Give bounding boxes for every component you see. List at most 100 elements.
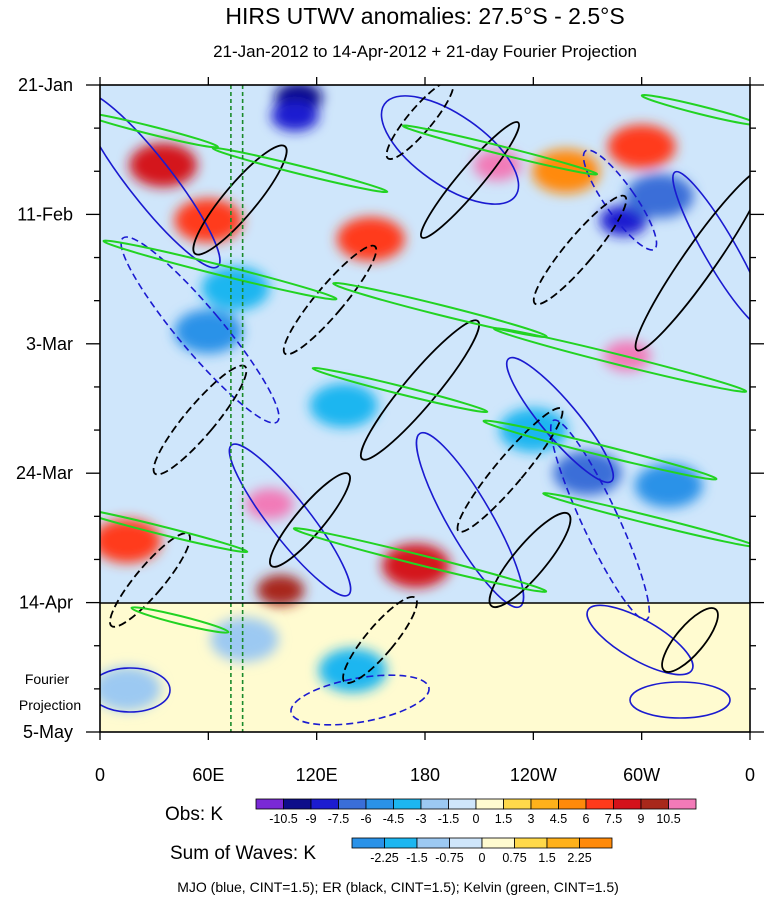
x-tick-label: 60E bbox=[192, 765, 224, 785]
y-tick-label: 5-May bbox=[23, 722, 73, 742]
anomaly-patch bbox=[174, 309, 243, 354]
y-tick-label: 11-Feb bbox=[17, 204, 73, 224]
kelvin-contour bbox=[100, 111, 219, 149]
reference-lines bbox=[230, 85, 244, 732]
colorbar-level-label: 0 bbox=[473, 812, 480, 826]
er-contour bbox=[420, 121, 520, 239]
mjo-contour bbox=[415, 431, 525, 609]
x-tick-label: 60W bbox=[623, 765, 660, 785]
er-contour bbox=[488, 512, 572, 608]
contour-legend: MJO (blue, CINT=1.5); ER (black, CINT=1.… bbox=[177, 879, 619, 895]
colorbar-box bbox=[613, 798, 642, 810]
colorbar-level-label: 9 bbox=[638, 812, 645, 826]
colorbar-box bbox=[365, 798, 394, 810]
kelvin-contour bbox=[130, 606, 230, 634]
er-contour bbox=[152, 364, 248, 476]
colorbar-level-label: 1.5 bbox=[495, 812, 512, 826]
colorbar-level-label: -7.5 bbox=[328, 812, 350, 826]
colorbar-box bbox=[449, 837, 483, 849]
anomaly-patch bbox=[129, 143, 198, 188]
mjo-contour bbox=[672, 170, 750, 330]
y-axis: 21-Jan 11-Feb 3-Mar 24-Mar 14-Apr 5-May bbox=[16, 75, 764, 742]
y-tick-label: 14-Apr bbox=[19, 593, 73, 613]
obs-colorbar: Obs: K -10.5 -9 -7.5 -6 -4.5 -3 -1.5 0 1.5 3 4.5 6 7… bbox=[165, 798, 697, 826]
colorbar-box bbox=[546, 837, 580, 849]
x-axis: 0 60E 120E 180 120W 60W 0 bbox=[95, 77, 755, 785]
colorbar-level-label: 2.25 bbox=[567, 851, 591, 865]
colorbar-box bbox=[393, 798, 422, 810]
y-tick-label: 21-Jan bbox=[18, 75, 73, 95]
anomaly-patch bbox=[210, 617, 279, 662]
wave-contours bbox=[100, 85, 750, 726]
kelvin-contour bbox=[311, 366, 489, 414]
kelvin-contour bbox=[211, 146, 389, 194]
colorbar-box bbox=[416, 837, 450, 849]
anomaly-patch bbox=[100, 666, 162, 711]
colorbar-box bbox=[475, 798, 504, 810]
chart-subtitle: 21-Jan-2012 to 14-Apr-2012 + 21-day Four… bbox=[213, 42, 637, 61]
anomaly-patch bbox=[309, 383, 378, 428]
colorbar-level-label: 6 bbox=[583, 812, 590, 826]
kelvin-contour bbox=[401, 124, 599, 176]
waves-colorbar-label: Sum of Waves: K bbox=[170, 843, 316, 864]
colorbar-box bbox=[448, 798, 477, 810]
colorbar-box bbox=[384, 837, 418, 849]
er-contour bbox=[109, 532, 191, 628]
obs-colorbar-label: Obs: K bbox=[165, 804, 223, 825]
er-contour bbox=[532, 194, 628, 306]
er-contour bbox=[456, 407, 564, 533]
kelvin-contour bbox=[492, 327, 748, 393]
waves-colorbar: Sum of Waves: K -2.25 -1.5 -0.75 0 0.75 1.5 2.… bbox=[170, 837, 613, 865]
mjo-contour bbox=[549, 419, 651, 621]
mjo-contour bbox=[120, 236, 280, 424]
kelvin-contour bbox=[102, 239, 338, 301]
mjo-contour bbox=[100, 91, 221, 269]
colorbar-level-label: 1.5 bbox=[538, 851, 555, 865]
colorbar-level-label: -6 bbox=[360, 812, 371, 826]
waves-colorbar-boxes bbox=[351, 837, 613, 849]
colorbar-box bbox=[558, 798, 587, 810]
mjo-contour bbox=[629, 681, 731, 719]
waves-colorbar-labels: -2.25 -1.5 -0.75 0 0.75 1.5 2.25 bbox=[370, 851, 591, 865]
colorbar-level-label: -0.75 bbox=[435, 851, 464, 865]
colorbar-box bbox=[640, 798, 669, 810]
colorbar-level-label: 4.5 bbox=[550, 812, 567, 826]
projection-label-line1: Fourier bbox=[25, 671, 70, 687]
colorbar-level-label: -1.5 bbox=[406, 851, 428, 865]
x-tick-label: 180 bbox=[410, 765, 440, 785]
colorbar-level-label: 0.75 bbox=[502, 851, 526, 865]
plot-area bbox=[99, 84, 751, 733]
colorbar-box bbox=[585, 798, 614, 810]
colorbar-box bbox=[514, 837, 548, 849]
anomaly-patch bbox=[174, 198, 243, 243]
mjo-contour bbox=[586, 604, 694, 676]
colorbar-level-label: -10.5 bbox=[269, 812, 298, 826]
colorbar-level-label: -3 bbox=[415, 812, 426, 826]
er-contour bbox=[269, 472, 351, 568]
obs-colorbar-labels: -10.5 -9 -7.5 -6 -4.5 -3 -1.5 0 1.5 3 4.5 6 7.5 9 10.5 bbox=[269, 812, 680, 826]
obs-colorbar-boxes bbox=[255, 798, 697, 810]
projection-label-line2: Projection bbox=[19, 697, 81, 713]
colorbar-box bbox=[255, 798, 284, 810]
colorbar-level-label: 7.5 bbox=[605, 812, 622, 826]
kelvin-contour bbox=[482, 419, 718, 481]
kelvin-contour bbox=[640, 93, 750, 127]
colorbar-level-label: 3 bbox=[528, 812, 535, 826]
colorbar-box bbox=[579, 837, 613, 849]
colorbar-box bbox=[668, 798, 697, 810]
anomaly-field bbox=[100, 85, 703, 711]
colorbar-level-label: -1.5 bbox=[438, 812, 460, 826]
anomaly-patch bbox=[553, 451, 622, 496]
anomaly-patch bbox=[201, 266, 270, 311]
anomaly-patch bbox=[245, 488, 294, 520]
er-contour bbox=[359, 319, 481, 461]
colorbar-level-label: -2.25 bbox=[370, 851, 399, 865]
colorbar-box bbox=[481, 837, 515, 849]
colorbar-level-label: -9 bbox=[305, 812, 316, 826]
anomaly-patch bbox=[318, 648, 387, 693]
mjo-contour bbox=[100, 667, 171, 713]
x-tick-label: 120E bbox=[296, 765, 338, 785]
mjo-contour bbox=[380, 95, 520, 205]
kelvin-contour bbox=[100, 506, 249, 554]
colorbar-box bbox=[503, 798, 532, 810]
